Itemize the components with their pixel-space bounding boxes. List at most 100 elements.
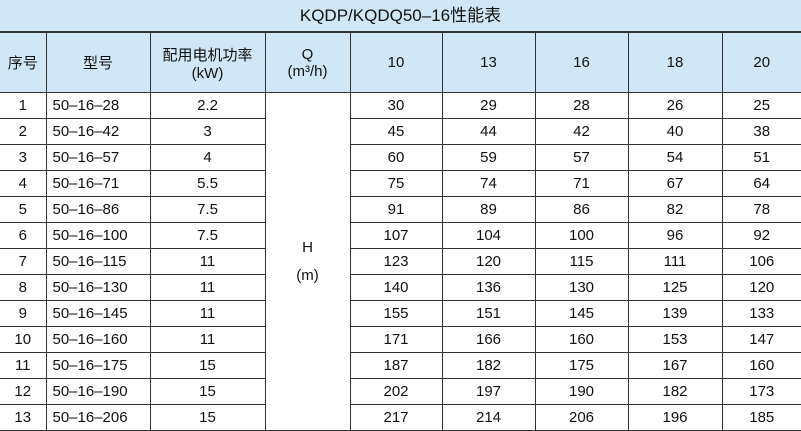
data-cell: 51 xyxy=(721,144,801,171)
data-row: 11 50–16–175 15 187 182 175 167 160 xyxy=(0,352,801,379)
data-cell: 74 xyxy=(441,170,536,197)
data-cell: 7.5 xyxy=(149,196,266,223)
data-row: 3 50–16–57 4 60 59 57 54 51 xyxy=(0,144,801,171)
header-cell: 配用电机功率 (kW) xyxy=(149,32,266,93)
data-cell: 71 xyxy=(534,170,629,197)
data-cell: 106 xyxy=(721,248,801,275)
data-cell: 86 xyxy=(534,196,629,223)
model-cell: 50–16–190 xyxy=(45,378,151,405)
data-cell: 15 xyxy=(149,404,266,431)
data-cell: 153 xyxy=(627,326,723,353)
data-cell: 190 xyxy=(534,378,629,405)
data-cell: 4 xyxy=(0,170,47,197)
data-cell: 1 xyxy=(0,92,47,119)
data-cell: 8 xyxy=(0,274,47,301)
unit-cell: H (m) xyxy=(264,92,351,431)
data-cell: 115 xyxy=(534,248,629,275)
data-cell: 9 xyxy=(0,300,47,327)
data-cell: 147 xyxy=(721,326,801,353)
data-cell: 38 xyxy=(721,118,801,145)
data-cell: 92 xyxy=(721,222,801,249)
data-cell: 11 xyxy=(149,300,266,327)
data-cell: 151 xyxy=(441,300,536,327)
header-cell: 18 xyxy=(627,32,723,93)
data-cell: 120 xyxy=(441,248,536,275)
data-cell: 82 xyxy=(627,196,723,223)
data-cell: 173 xyxy=(721,378,801,405)
data-cell: 197 xyxy=(441,378,536,405)
data-cell: 175 xyxy=(534,352,629,379)
data-cell: 2.2 xyxy=(149,92,266,119)
header-cell: 型号 xyxy=(45,32,151,93)
data-row: 7 50–16–115 11 123 120 115 111 106 xyxy=(0,248,801,275)
header-cell: 20 xyxy=(721,32,801,93)
data-row: 4 50–16–71 5.5 75 74 71 67 64 xyxy=(0,170,801,197)
data-cell: 15 xyxy=(149,352,266,379)
model-cell: 50–16–130 xyxy=(45,274,151,301)
data-cell: 4 xyxy=(149,144,266,171)
header-cell: 13 xyxy=(441,32,536,93)
data-cell: 145 xyxy=(534,300,629,327)
cell-line: (m) xyxy=(296,266,319,284)
header-cell: 序号 xyxy=(0,32,47,93)
model-cell: 50–16–57 xyxy=(45,144,151,171)
data-cell: 11 xyxy=(149,248,266,275)
data-cell: 89 xyxy=(441,196,536,223)
data-cell: 6 xyxy=(0,222,47,249)
model-cell: 50–16–145 xyxy=(45,300,151,327)
header-cell: 16 xyxy=(534,32,629,93)
model-cell: 50–16–115 xyxy=(45,248,151,275)
data-cell: 54 xyxy=(627,144,723,171)
model-cell: 50–16–86 xyxy=(45,196,151,223)
data-cell: 78 xyxy=(721,196,801,223)
data-row: 2 50–16–42 3 45 44 42 40 38 xyxy=(0,118,801,145)
data-cell: 3 xyxy=(149,118,266,145)
data-row: 5 50–16–86 7.5 91 89 86 82 78 xyxy=(0,196,801,223)
data-cell: 182 xyxy=(441,352,536,379)
data-cell: 217 xyxy=(349,404,443,431)
data-cell: 40 xyxy=(627,118,723,145)
data-row: 10 50–16–160 11 171 166 160 153 147 xyxy=(0,326,801,353)
data-cell: 15 xyxy=(149,378,266,405)
data-cell: 107 xyxy=(349,222,443,249)
cell-line: H xyxy=(302,238,313,256)
data-cell: 7.5 xyxy=(149,222,266,249)
data-cell: 11 xyxy=(0,352,47,379)
data-row: 12 50–16–190 15 202 197 190 182 173 xyxy=(0,378,801,405)
data-cell: 104 xyxy=(441,222,536,249)
model-cell: 50–16–28 xyxy=(45,92,151,119)
cell-line: (m³/h) xyxy=(287,62,328,80)
data-cell: 123 xyxy=(349,248,443,275)
data-cell: 166 xyxy=(441,326,536,353)
model-cell: 50–16–42 xyxy=(45,118,151,145)
data-cell: 171 xyxy=(349,326,443,353)
data-cell: 5 xyxy=(0,196,47,223)
data-cell: 64 xyxy=(721,170,801,197)
model-cell: 50–16–206 xyxy=(45,404,151,431)
data-cell: 214 xyxy=(441,404,536,431)
data-cell: 59 xyxy=(441,144,536,171)
data-cell: 167 xyxy=(627,352,723,379)
data-cell: 11 xyxy=(149,274,266,301)
data-cell: 96 xyxy=(627,222,723,249)
data-cell: 11 xyxy=(149,326,266,353)
performance-table: 序号 型号 配用电机功率 (kW) Q (m³/h) 10 13 16 18 20 1 50–16–28… xyxy=(0,32,801,431)
header-row: 序号 型号 配用电机功率 (kW) Q (m³/h) 10 13 16 18 20 xyxy=(0,32,801,93)
data-cell: 100 xyxy=(534,222,629,249)
data-cell: 57 xyxy=(534,144,629,171)
data-cell: 91 xyxy=(349,196,443,223)
data-cell: 45 xyxy=(349,118,443,145)
model-cell: 50–16–71 xyxy=(45,170,151,197)
data-row: 9 50–16–145 11 155 151 145 139 133 xyxy=(0,300,801,327)
data-cell: 28 xyxy=(534,92,629,119)
data-cell: 29 xyxy=(441,92,536,119)
data-cell: 7 xyxy=(0,248,47,275)
data-cell: 185 xyxy=(721,404,801,431)
data-row: 8 50–16–130 11 140 136 130 125 120 xyxy=(0,274,801,301)
data-cell: 12 xyxy=(0,378,47,405)
model-cell: 50–16–175 xyxy=(45,352,151,379)
table-title: KQDP/KQDQ50–16性能表 xyxy=(0,0,801,32)
data-cell: 10 xyxy=(0,326,47,353)
data-row: 6 50–16–100 7.5 107 104 100 96 92 xyxy=(0,222,801,249)
data-cell: 155 xyxy=(349,300,443,327)
